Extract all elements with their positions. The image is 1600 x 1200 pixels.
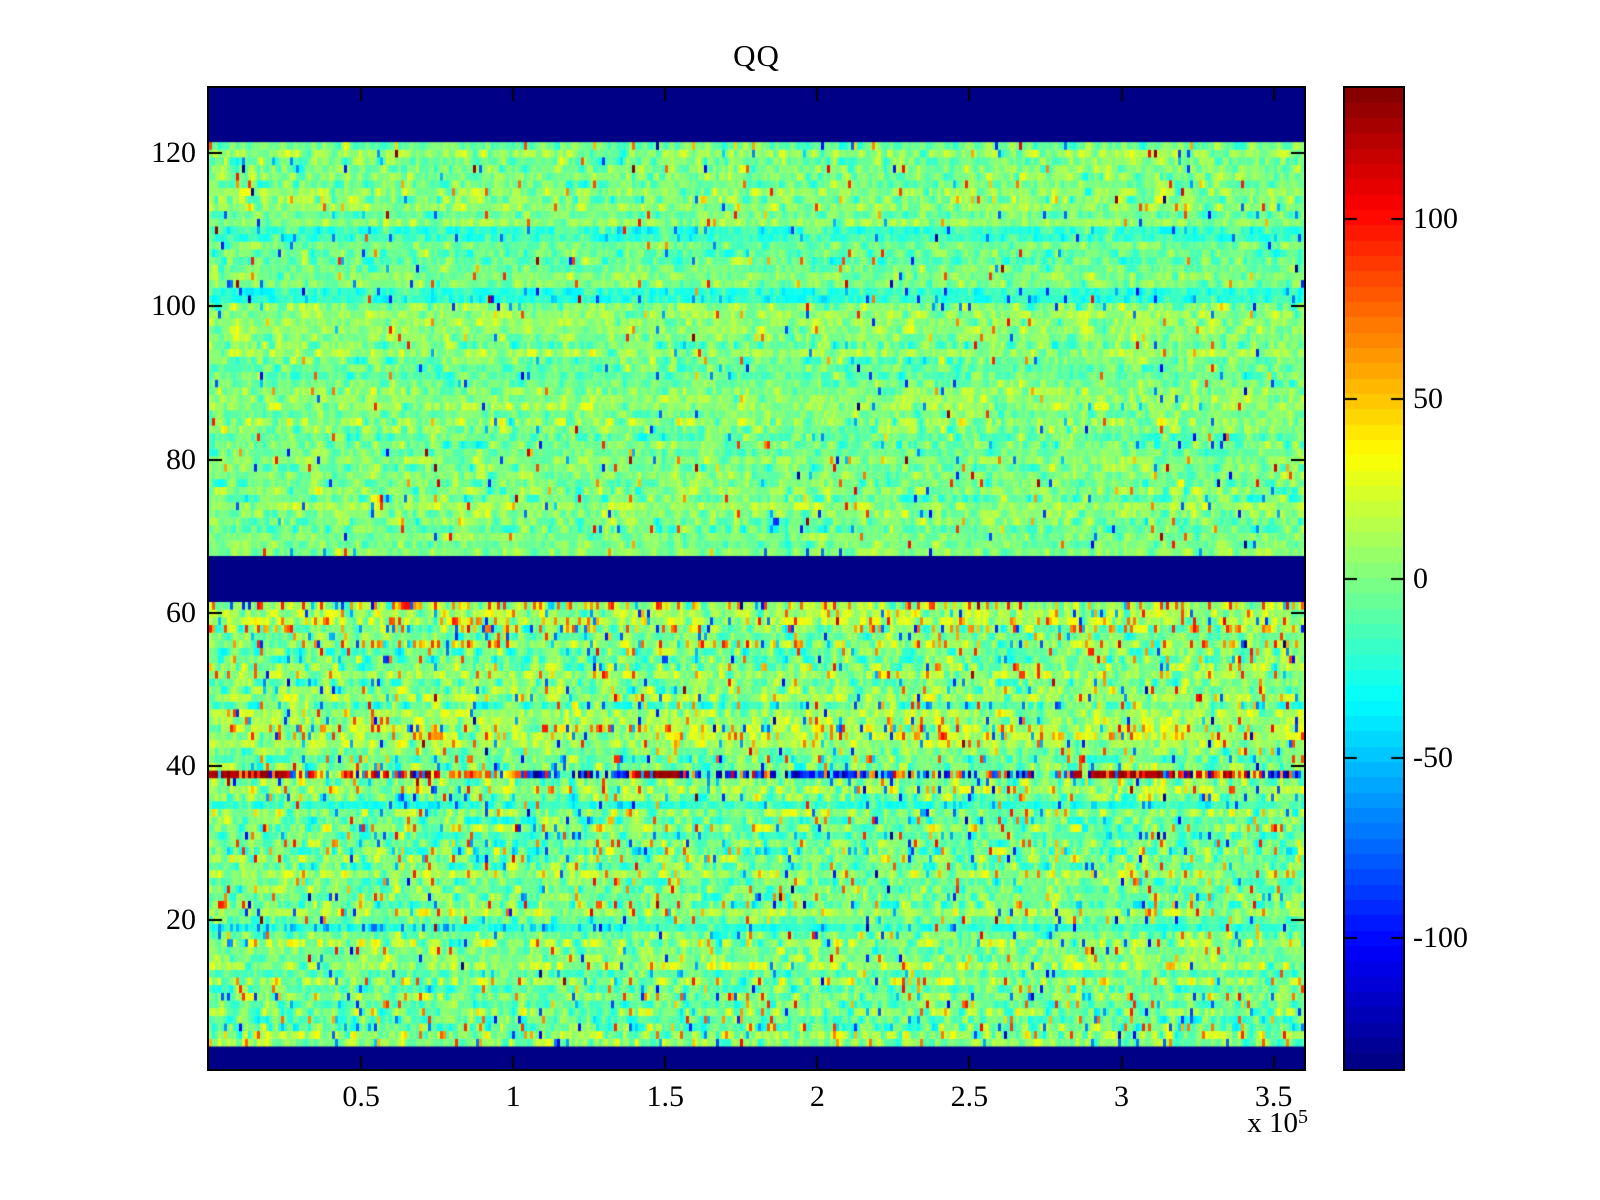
heatmap-canvas <box>209 88 1304 1069</box>
x-tick-label: 2 <box>809 1080 825 1113</box>
plot-title: QQ <box>733 38 780 73</box>
plot-area <box>207 86 1306 1071</box>
colorbar-tick-label: 100 <box>1413 202 1458 236</box>
colorbar-tick-label: -100 <box>1413 920 1468 954</box>
x-tick-label: 0.5 <box>342 1080 380 1113</box>
colorbar <box>1343 86 1405 1071</box>
x-tick-label: 2.5 <box>950 1080 989 1113</box>
colorbar-tick-label: 50 <box>1413 381 1443 415</box>
colorbar-tick-label: 0 <box>1413 561 1428 595</box>
x-exponent-base: x 10 <box>1247 1107 1298 1139</box>
x-tick-label: 3.5 <box>1254 1080 1293 1113</box>
y-tick-label: 40 <box>166 749 196 783</box>
colorbar-canvas <box>1345 88 1403 1069</box>
x-exponent-power: 5 <box>1298 1106 1308 1128</box>
y-tick-label: 80 <box>166 442 196 476</box>
x-tick-label: 3 <box>1114 1080 1129 1113</box>
y-tick-label: 60 <box>166 595 196 629</box>
y-tick-label: 120 <box>151 136 196 170</box>
y-tick-label: 20 <box>166 902 196 936</box>
x-tick-label: 1 <box>505 1080 521 1113</box>
x-tick-label: 1.5 <box>646 1080 685 1113</box>
x-axis-exponent-label: x 105 <box>1108 1106 1308 1140</box>
y-tick-label: 100 <box>151 289 196 323</box>
colorbar-tick-label: -50 <box>1413 741 1453 775</box>
